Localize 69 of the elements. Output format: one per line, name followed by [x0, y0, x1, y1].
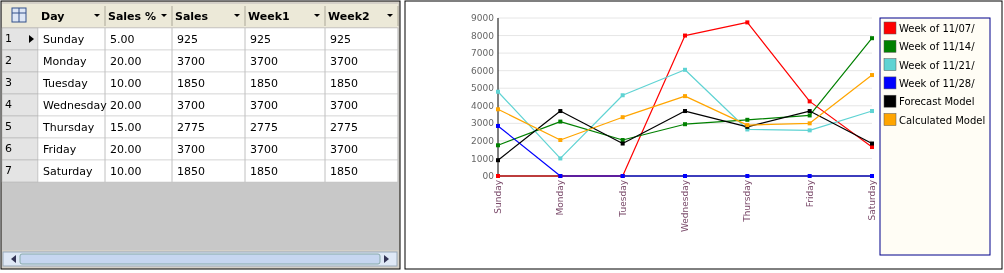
- x-axis-title: Day: [41, 10, 65, 23]
- data-label: 20.00: [110, 143, 142, 156]
- data-label: 3700: [177, 99, 205, 112]
- legend-label: Calculated Model: [899, 114, 986, 126]
- y2-tick-label: 5: [5, 120, 12, 133]
- y-tick-label: 00: [482, 171, 495, 182]
- data-label: 1850: [330, 165, 358, 178]
- x-tick-label: Saturday: [867, 179, 877, 221]
- data-label: 2775: [177, 121, 205, 134]
- y-tick-label: 2000: [471, 136, 495, 147]
- y-tick-label: 5000: [471, 83, 495, 94]
- data-label: 1850: [177, 165, 205, 178]
- data-label: 3700: [177, 143, 205, 156]
- legend-label: Week of 11/28/: [899, 77, 976, 89]
- y-tick-label: 8000: [471, 30, 495, 41]
- x-tick-label: Friday: [804, 179, 815, 208]
- data-label: 3700: [330, 99, 358, 112]
- y2-tick-label: 6: [5, 142, 12, 155]
- data-label: 5.00: [110, 33, 135, 46]
- x-tick-label: Tuesday: [617, 179, 628, 218]
- data-label: 1850: [250, 77, 278, 90]
- x-tick-label: Sales %: [108, 10, 156, 23]
- y-tick-label: Wednesday: [43, 99, 108, 112]
- data-label: 3700: [250, 55, 278, 68]
- data-label: 3700: [250, 143, 278, 156]
- data-label: 10.00: [110, 165, 142, 178]
- data-label: 3700: [330, 55, 358, 68]
- data-label: 20.00: [110, 99, 142, 112]
- y-tick-label: Saturday: [43, 165, 94, 178]
- x-tick-label: Thursday: [742, 179, 753, 223]
- data-label: 15.00: [110, 121, 142, 134]
- x-tick-label: Week2: [328, 10, 370, 23]
- data-label: 3700: [250, 99, 278, 112]
- legend-label: Week of 11/21/: [899, 59, 976, 71]
- y-tick-label: 4000: [471, 100, 495, 111]
- data-label: 1850: [177, 77, 205, 90]
- x-tick-label: Wednesday: [680, 179, 690, 233]
- y-tick-label: Sunday: [43, 33, 85, 46]
- x-tick-label: Monday: [555, 179, 566, 216]
- data-label: 10.00: [110, 77, 142, 90]
- y2-tick-label: 7: [5, 164, 12, 177]
- y-tick-label: 3000: [471, 118, 495, 129]
- data-label: 3700: [177, 55, 205, 68]
- data-label: 3700: [330, 143, 358, 156]
- data-label: 2775: [330, 121, 358, 134]
- data-label: 1850: [330, 77, 358, 90]
- y-tick-label: 6000: [471, 65, 495, 76]
- y-tick-label: Monday: [43, 55, 87, 68]
- data-label: 2775: [250, 121, 278, 134]
- y-tick-label: 1000: [471, 153, 495, 164]
- y-tick-label: 9000: [471, 13, 495, 24]
- y2-tick-label: 1: [5, 32, 12, 45]
- y2-tick-label: 3: [5, 76, 12, 89]
- legend-label: Week of 11/07/: [899, 23, 976, 34]
- data-label: 1850: [250, 165, 278, 178]
- legend-label: Week of 11/14/: [899, 41, 976, 53]
- x-tick-label: Week1: [248, 10, 290, 23]
- data-label: 925: [330, 33, 351, 46]
- legend-label: Forecast Model: [899, 96, 975, 108]
- y-tick-label: Friday: [43, 143, 77, 156]
- data-label: 20.00: [110, 55, 142, 68]
- y-tick-label: Thursday: [42, 121, 95, 134]
- data-label: 925: [177, 33, 198, 46]
- data-label: 925: [250, 33, 271, 46]
- y2-tick-label: 4: [5, 98, 12, 111]
- y-tick-label: 7000: [471, 48, 495, 59]
- y-tick-label: Tuesday: [42, 77, 89, 90]
- x-tick-label: Sales: [175, 10, 209, 23]
- y2-tick-label: 2: [5, 54, 12, 67]
